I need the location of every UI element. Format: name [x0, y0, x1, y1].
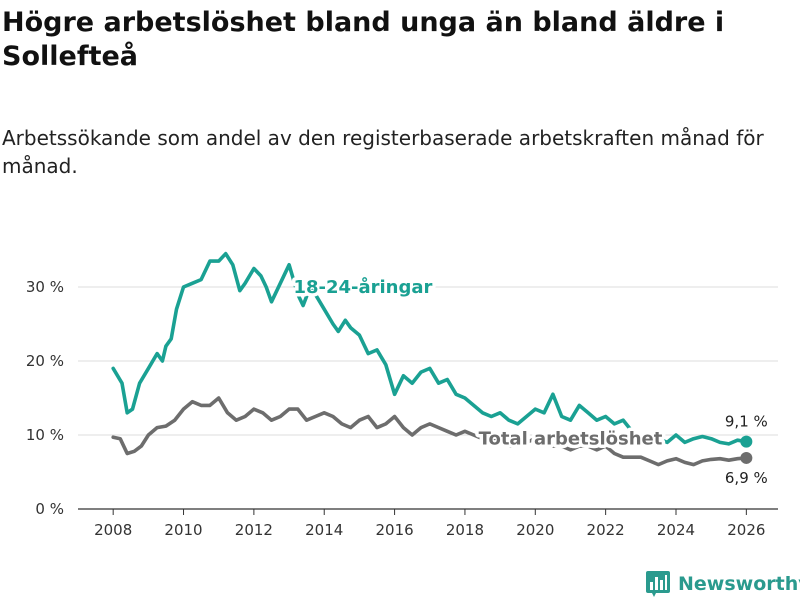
series-annotation: Total arbetslöshet [479, 429, 663, 450]
x-axis: 2008 2010 2012 2014 2016 2018 2020 2022 2024 2026 [94, 509, 765, 539]
x-tick-label: 2022 [587, 521, 625, 539]
y-tick-label: 20 % [26, 352, 64, 370]
x-tick-label: 2026 [727, 521, 765, 539]
chart-title: Högre arbetslöshet bland unga än bland ä… [2, 7, 725, 72]
x-tick-label: 2016 [375, 521, 413, 539]
x-tick-label: 2010 [164, 521, 202, 539]
x-tick-label: 2014 [305, 521, 343, 539]
series-endpoint-1 [740, 451, 753, 464]
x-tick-label: 2020 [516, 521, 554, 539]
series-line-0 [111, 251, 749, 448]
series-line-1 [111, 396, 749, 467]
x-tick-label: 2008 [94, 521, 132, 539]
newsworthy-logo: Newsworthy [646, 570, 800, 598]
brand-name: Newsworthy [678, 573, 800, 595]
x-tick-label: 2018 [446, 521, 484, 539]
x-tick-label: 2024 [657, 521, 695, 539]
series-end-label: 9,1 % [725, 413, 768, 431]
series-annotations: 9,1 % 6,9 % 18-24-åringar Total arbetslöshe… [290, 273, 768, 487]
series-annotation: 18-24-åringar [293, 276, 432, 298]
gridlines [78, 286, 778, 510]
y-tick-label: 0 % [35, 500, 64, 518]
series-endpoint-0 [740, 435, 753, 448]
series-end-label: 6,9 % [725, 469, 768, 487]
bar-chart-icon [646, 571, 670, 597]
chart-subtitle: Arbetssökande som andel av den registerb… [2, 126, 764, 178]
series-lines [111, 251, 753, 467]
y-tick-label: 30 % [26, 278, 64, 296]
y-tick-label: 10 % [26, 426, 64, 444]
y-axis: 0 % 10 % 20 % 30 % [26, 278, 64, 518]
x-tick-label: 2012 [235, 521, 273, 539]
